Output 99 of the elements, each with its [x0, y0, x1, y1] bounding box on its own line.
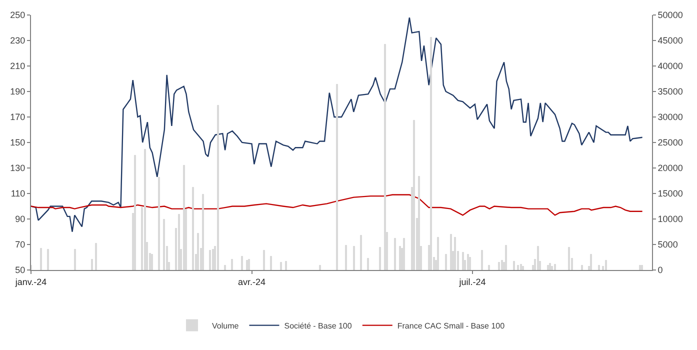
bar — [598, 265, 600, 270]
bar — [95, 243, 97, 270]
bar — [513, 261, 515, 270]
bar — [270, 256, 272, 270]
line-series — [31, 194, 643, 216]
bar — [501, 260, 503, 270]
bar — [450, 234, 452, 270]
y2-tick-label: 10000 — [658, 214, 683, 224]
y-tick-label: 210 — [10, 61, 26, 72]
bar — [345, 245, 347, 270]
bar — [488, 265, 490, 270]
y-tick-label: 110 — [10, 188, 26, 199]
y-tick-label: 170 — [10, 112, 26, 122]
y2-tick-label: 15000 — [658, 188, 683, 199]
y-tick-label: 250 — [10, 10, 26, 20]
bar — [413, 120, 415, 270]
bar — [517, 265, 519, 270]
legend-label: Volume — [212, 321, 240, 330]
bar — [163, 219, 165, 270]
bar — [445, 254, 447, 270]
y-tick-label: 130 — [10, 163, 26, 174]
bar — [224, 265, 226, 270]
bar — [551, 266, 553, 270]
y2-tick-label: 50000 — [658, 10, 683, 20]
line-series — [31, 16, 643, 232]
bar — [246, 260, 248, 270]
x-tick-label: avr.-24 — [238, 276, 266, 287]
y2-tick-label: 30000 — [658, 112, 683, 122]
bar — [399, 246, 401, 270]
bar — [151, 254, 153, 270]
bar — [568, 247, 570, 270]
bar — [467, 254, 469, 270]
bar — [197, 233, 199, 270]
bar — [336, 84, 338, 270]
bar — [217, 105, 219, 270]
bar — [367, 258, 369, 270]
bar — [379, 247, 381, 270]
bar — [91, 259, 93, 270]
bar — [178, 214, 180, 270]
bar — [360, 235, 362, 270]
bar — [481, 250, 483, 270]
bar — [547, 265, 549, 270]
y2-tick-label: 5000 — [658, 240, 678, 250]
y-tick-label: 150 — [10, 138, 26, 148]
bar — [590, 254, 592, 270]
bar — [280, 262, 282, 270]
bar — [498, 262, 500, 270]
y2-tick-label: 20000 — [658, 163, 683, 174]
x-tick-label: juil.-24 — [458, 276, 486, 287]
bar — [212, 249, 214, 270]
bar — [158, 177, 160, 270]
bar — [231, 259, 233, 270]
bar — [454, 237, 456, 270]
bar — [285, 261, 287, 270]
bar — [353, 246, 355, 270]
y2-tick-label: 40000 — [658, 61, 683, 72]
legend-label: Société - Base 100 — [284, 321, 352, 330]
y-tick-label: 50 — [15, 265, 26, 276]
bar — [554, 264, 556, 270]
bar — [209, 250, 211, 270]
bar — [403, 238, 405, 270]
bar — [469, 257, 471, 270]
bar — [47, 249, 49, 270]
bar — [384, 44, 386, 270]
bar — [639, 265, 641, 270]
y-tick-label: 70 — [15, 240, 26, 250]
y-tick-label: 90 — [15, 214, 26, 224]
y-tick-label: 190 — [10, 86, 26, 97]
bar — [437, 237, 439, 270]
bar — [319, 265, 321, 270]
bar — [462, 252, 464, 270]
bar — [192, 187, 194, 270]
bar — [263, 250, 265, 270]
bar — [183, 165, 185, 270]
y-tick-label: 230 — [10, 36, 26, 46]
bar — [74, 249, 76, 270]
bar — [134, 155, 136, 270]
y2-tick-label: 25000 — [658, 138, 683, 148]
legend-label: France CAC Small - Base 100 — [397, 321, 506, 330]
bar — [581, 265, 583, 270]
bar — [605, 260, 607, 270]
bar — [520, 264, 522, 270]
bar — [202, 194, 204, 270]
bar — [430, 37, 432, 270]
bar — [40, 248, 42, 270]
y2-tick-label: 35000 — [658, 86, 683, 97]
bar — [248, 259, 250, 270]
x-tick-label: janv.-24 — [14, 276, 47, 287]
bar — [641, 265, 643, 270]
y2-tick-label: 0 — [658, 265, 663, 276]
bar — [549, 263, 551, 270]
bar — [144, 149, 146, 270]
bar — [522, 266, 524, 270]
bar — [418, 176, 420, 270]
bar — [241, 256, 243, 270]
bar — [394, 238, 396, 270]
y2-tick-label: 45000 — [658, 36, 683, 46]
bar — [537, 246, 539, 270]
bar — [505, 245, 507, 270]
